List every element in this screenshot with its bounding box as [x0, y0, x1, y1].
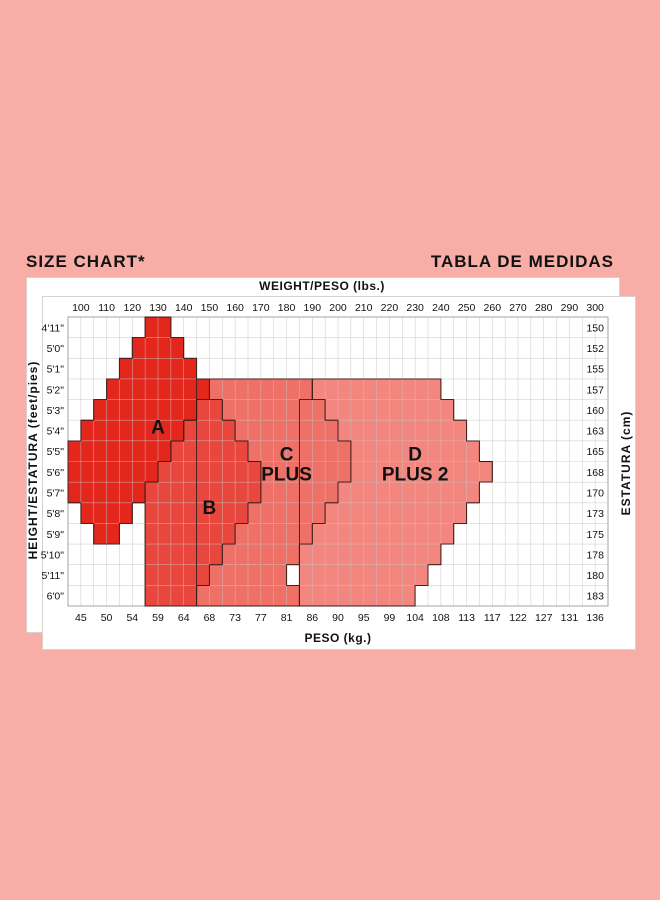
- lbs-tick-label: 250: [458, 302, 476, 314]
- tabla-de-medidas-title: TABLA DE MEDIDAS: [430, 252, 614, 271]
- lbs-tick-label: 160: [226, 302, 244, 314]
- kg-tick-label: 90: [332, 612, 344, 624]
- kg-tick-label: 113: [458, 612, 475, 624]
- kg-tick-label: 104: [406, 612, 424, 624]
- height-ft-label: 5'10": [41, 549, 65, 561]
- kg-tick-label: 131: [561, 612, 579, 624]
- zone-label-d: D: [408, 445, 422, 466]
- kg-tick-label: 73: [229, 612, 241, 624]
- height-cm-label: 150: [586, 322, 604, 334]
- height-ft-label: 5'7": [47, 487, 65, 499]
- height-cm-label: 178: [586, 549, 604, 561]
- lbs-tick-label: 200: [329, 302, 347, 314]
- kg-tick-label: 99: [384, 612, 396, 624]
- kg-tick-label: 95: [358, 612, 370, 624]
- size-chart-title: SIZE CHART*: [26, 252, 146, 271]
- height-cm-label: 155: [586, 364, 604, 376]
- height-cm-label: 168: [586, 467, 604, 479]
- height-cm-label: 157: [586, 384, 604, 396]
- zone-label-a: A: [151, 417, 165, 438]
- kg-tick-label: 50: [101, 612, 113, 624]
- height-ft-label: 5'3": [47, 405, 65, 417]
- kg-tick-label: 68: [204, 612, 216, 624]
- height-ft-label: 5'11": [42, 570, 65, 582]
- lbs-tick-label: 300: [586, 302, 604, 314]
- lbs-tick-label: 280: [535, 302, 553, 314]
- height-ft-label: 5'6": [47, 467, 65, 479]
- height-ft-label: 5'1": [47, 364, 65, 376]
- height-ft-label: 5'5": [47, 446, 65, 458]
- lbs-tick-label: 190: [304, 302, 322, 314]
- zone-outline-d: [298, 378, 493, 607]
- height-ft-label: 4'11": [42, 322, 65, 334]
- height-cm-label: 173: [586, 508, 604, 520]
- zone-label-c: C: [280, 445, 294, 466]
- kg-tick-label: 86: [306, 612, 318, 624]
- kg-tick-label: 117: [484, 612, 501, 624]
- kg-tick-label: 77: [255, 612, 267, 624]
- height-cm-label: 165: [586, 446, 604, 458]
- kg-tick-label: 54: [126, 612, 138, 624]
- peso-axis-title: PESO (kg.): [304, 631, 372, 645]
- height-cm-label: 160: [586, 405, 604, 417]
- zone-outline-a: [67, 316, 210, 545]
- kg-tick-label: 136: [586, 612, 604, 624]
- height-cm-label: 180: [586, 570, 604, 582]
- weight-axis-title: WEIGHT/PESO (lbs.): [259, 279, 385, 293]
- lbs-tick-label: 170: [252, 302, 270, 314]
- kg-tick-label: 59: [152, 612, 164, 624]
- height-ft-label: 6'0": [47, 591, 65, 603]
- kg-tick-label: 81: [281, 612, 293, 624]
- height-cm-label: 163: [586, 426, 604, 438]
- height-ft-label: 5'2": [47, 384, 65, 396]
- height-cm-label: 175: [586, 529, 604, 541]
- zone-outline-c: [196, 378, 352, 607]
- lbs-tick-label: 120: [124, 302, 142, 314]
- kg-tick-label: 45: [75, 612, 87, 624]
- lbs-tick-label: 240: [432, 302, 450, 314]
- zone-label-d: PLUS 2: [382, 465, 449, 486]
- lbs-tick-label: 180: [278, 302, 296, 314]
- lbs-tick-label: 270: [509, 302, 527, 314]
- zone-label-b: B: [203, 498, 217, 519]
- lbs-tick-label: 290: [561, 302, 579, 314]
- height-cm-label: 170: [586, 487, 604, 499]
- lbs-tick-label: 100: [72, 302, 90, 314]
- kg-tick-label: 64: [178, 612, 190, 624]
- height-cm-label: 152: [586, 343, 604, 355]
- height-ft-label: 5'0": [47, 343, 65, 355]
- lbs-tick-label: 260: [484, 302, 502, 314]
- height-ft-label: 5'8": [47, 508, 65, 520]
- zone-label-c: PLUS: [261, 465, 312, 486]
- lbs-tick-label: 230: [406, 302, 424, 314]
- lbs-tick-label: 140: [175, 302, 193, 314]
- height-ft-label: 5'9": [47, 529, 65, 541]
- kg-tick-label: 122: [509, 612, 527, 624]
- kg-tick-label: 127: [535, 612, 553, 624]
- lbs-tick-label: 130: [149, 302, 167, 314]
- lbs-tick-label: 150: [201, 302, 219, 314]
- height-ft-label: 5'4": [47, 426, 65, 438]
- lbs-tick-label: 220: [381, 302, 399, 314]
- lbs-tick-label: 210: [355, 302, 373, 314]
- height-cm-label: 183: [586, 591, 604, 603]
- lbs-tick-label: 110: [98, 302, 115, 314]
- kg-tick-label: 108: [432, 612, 450, 624]
